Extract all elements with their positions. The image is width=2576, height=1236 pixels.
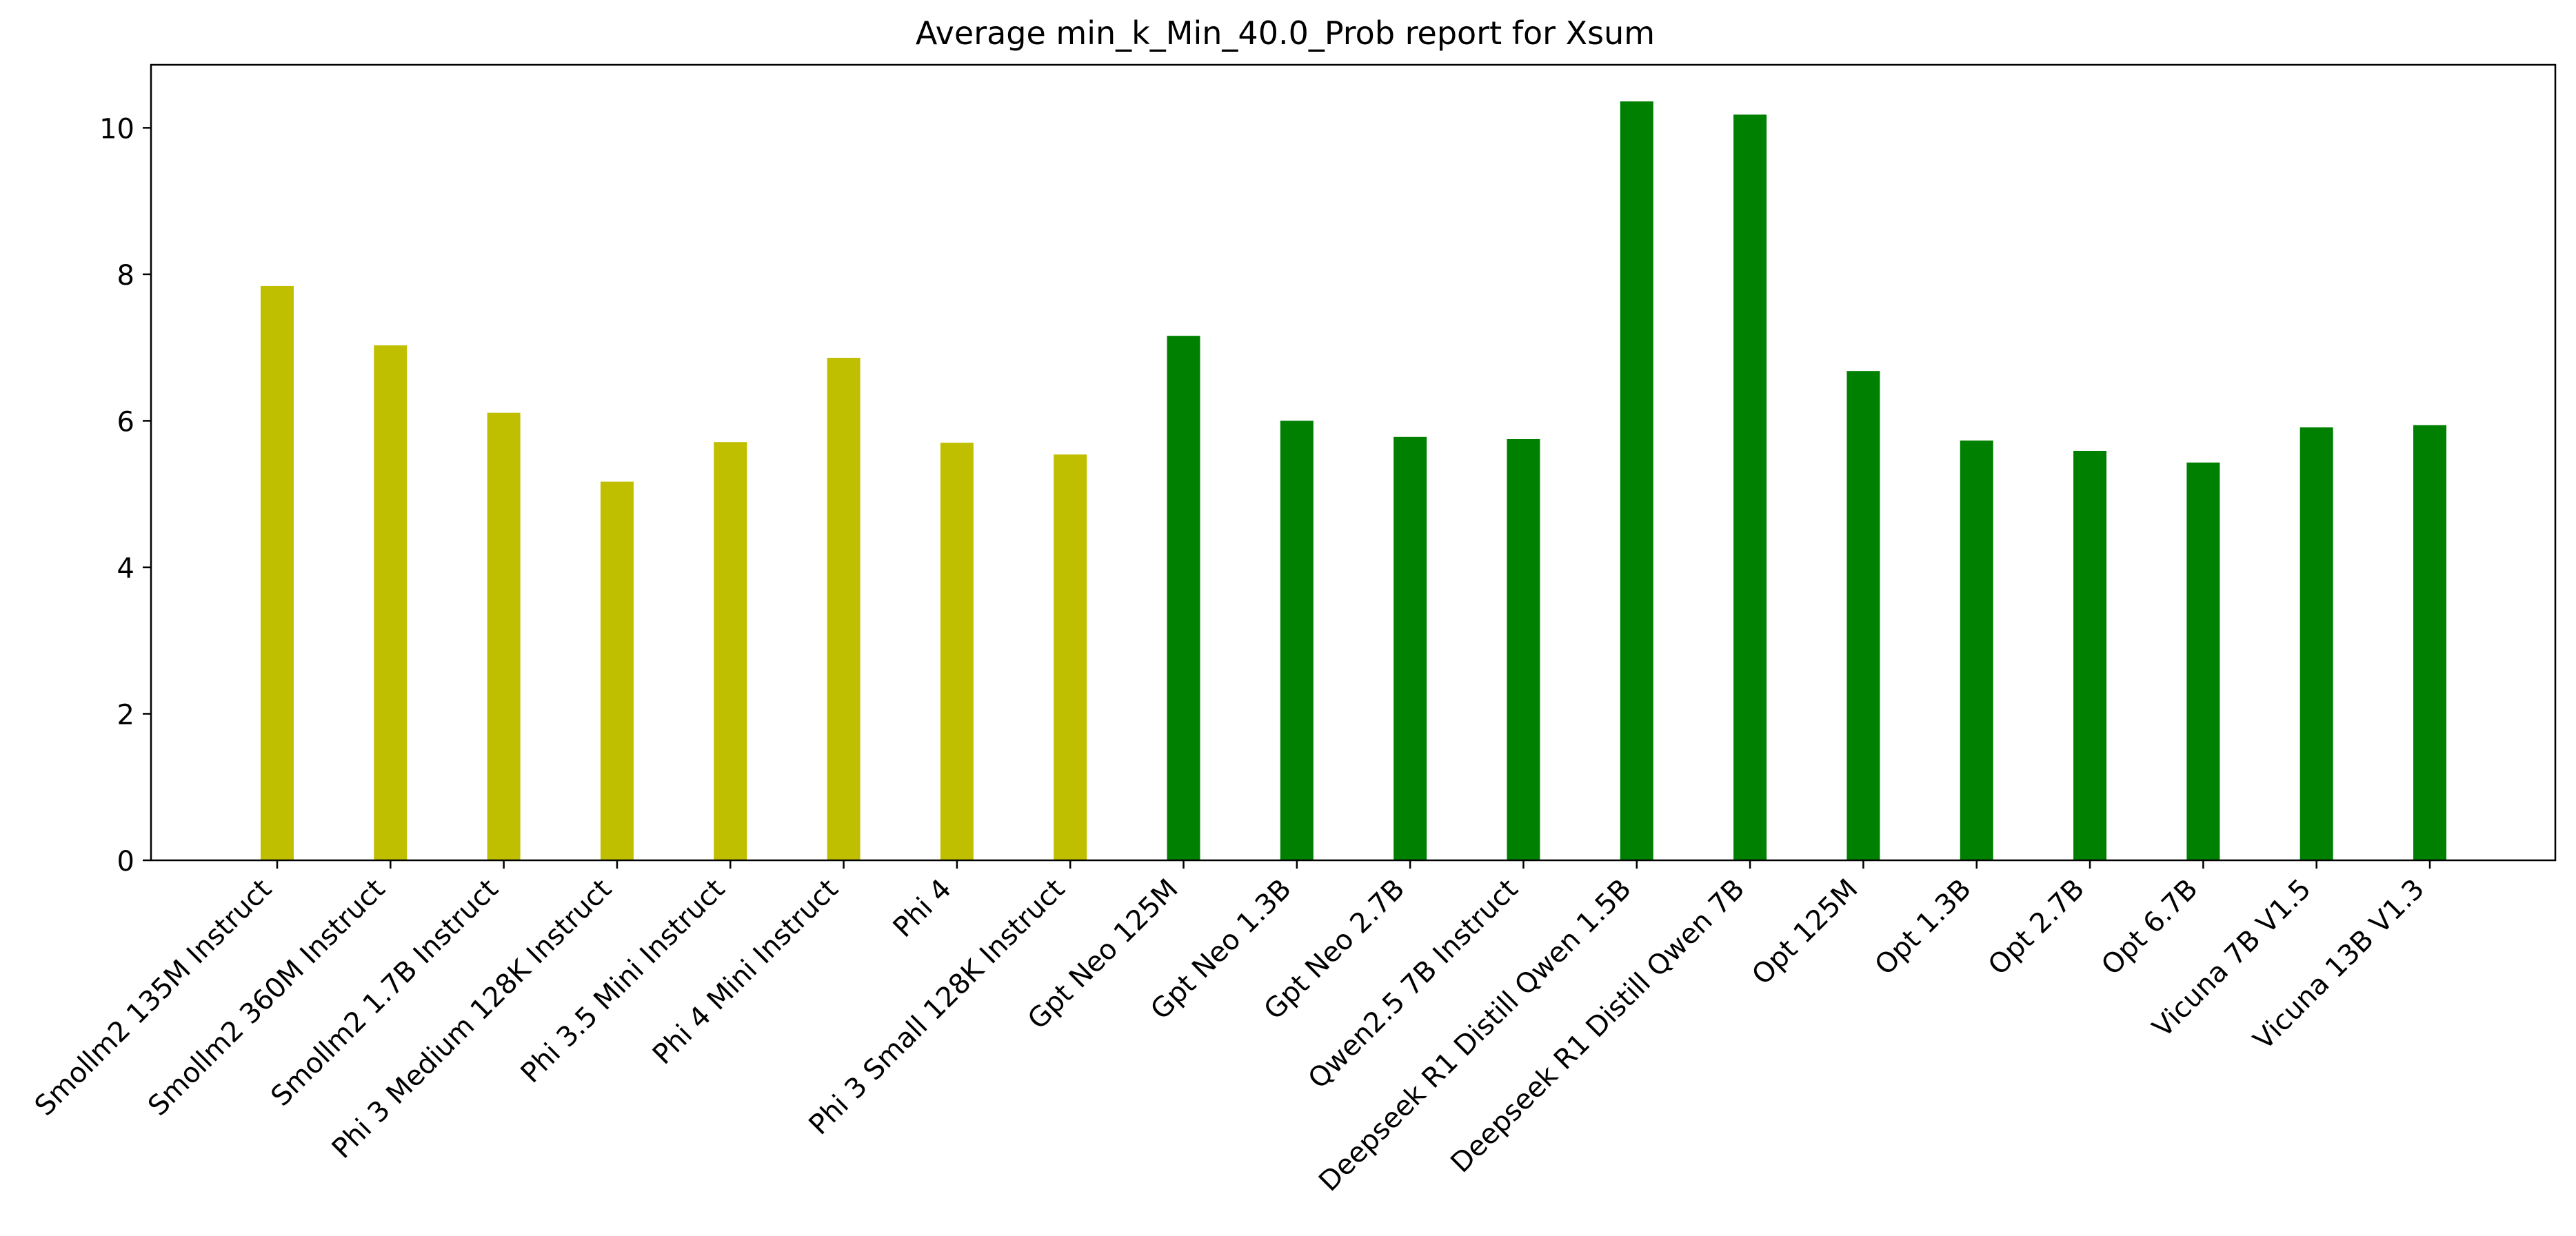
y-tick-label: 8: [117, 260, 134, 292]
bar: [261, 285, 294, 860]
bar: [1393, 436, 1427, 860]
plot-frame: [150, 63, 2557, 862]
bar: [1167, 336, 1200, 860]
y-axis: 0 2 4 6 8 10: [99, 113, 151, 878]
bar: [714, 442, 747, 860]
x-tick-label: Qwen2.5 7B Instruct: [1302, 873, 1525, 1095]
y-tick-label: 10: [99, 113, 134, 145]
x-tick-label: Smollm2 1.7B Instruct: [265, 873, 504, 1113]
bar: [1960, 440, 1993, 860]
x-tick-label: Phi 3.5 Mini Instruct: [515, 873, 732, 1090]
bar: [1054, 454, 1087, 860]
bar: [1280, 421, 1314, 860]
y-tick-label: 4: [117, 553, 134, 585]
bars: [261, 101, 2446, 861]
x-tick-label: Smollm2 135M Instruct: [29, 873, 278, 1122]
bar: [1507, 438, 1540, 860]
x-tick-label: Phi 4: [887, 873, 958, 944]
bar: [2186, 463, 2220, 860]
x-tick-label: Opt 2.7B: [1982, 873, 2091, 982]
bar: [2073, 450, 2107, 860]
bar: [374, 345, 407, 861]
bar: [487, 412, 521, 860]
x-tick-label: Opt 6.7B: [2095, 873, 2204, 982]
x-tick-label: Smollm2 360M Instruct: [142, 873, 391, 1122]
y-tick-label: 0: [117, 846, 134, 878]
chart-title: Average min_k_Min_40.0_Prob report for X…: [916, 14, 1655, 52]
bar: [1847, 371, 1880, 860]
bar: [1620, 101, 1653, 861]
bar: [827, 358, 861, 860]
bar: [2413, 425, 2446, 860]
y-tick-label: 2: [117, 699, 134, 731]
bar: [940, 443, 974, 860]
bar: [1733, 114, 1767, 861]
x-tick-label: Phi 4 Mini Instruct: [647, 873, 845, 1071]
x-tick-label: Opt 1.3B: [1869, 873, 1978, 982]
x-tick-label: Opt 125M: [1746, 873, 1864, 991]
bar: [600, 481, 634, 860]
y-tick-label: 6: [117, 406, 134, 438]
bar: [2300, 427, 2333, 860]
